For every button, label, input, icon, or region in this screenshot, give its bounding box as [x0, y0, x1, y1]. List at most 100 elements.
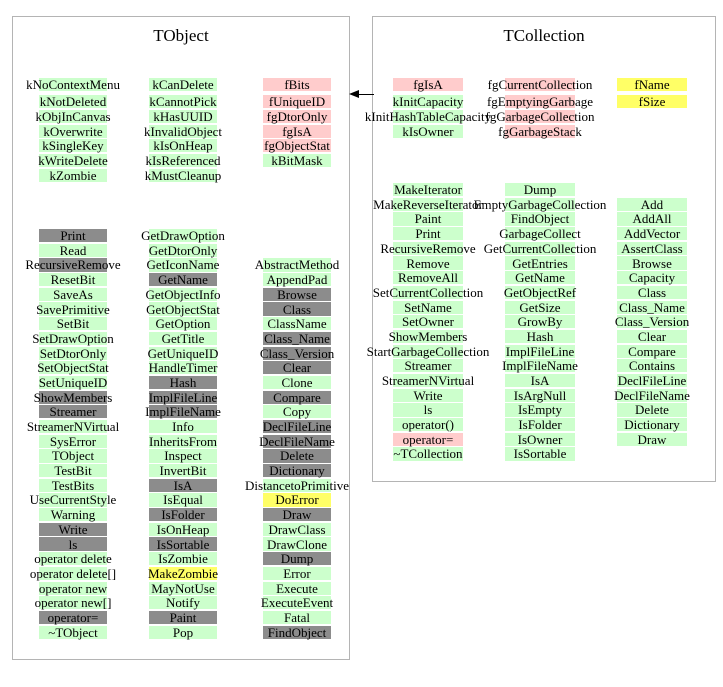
- member-cell[interactable]: kWriteDelete: [38, 153, 108, 168]
- member-cell[interactable]: IsZombie: [149, 552, 217, 566]
- member-cell[interactable]: kIsOnHeap: [149, 139, 217, 153]
- member-cell[interactable]: DeclFileLine: [263, 419, 331, 434]
- member-cell[interactable]: GetOption: [149, 317, 217, 331]
- member-cell[interactable]: GrowBy: [505, 315, 575, 329]
- member-cell[interactable]: IsEqual: [149, 493, 217, 507]
- member-cell[interactable]: GetDtorOnly: [149, 243, 217, 257]
- member-cell[interactable]: ~TCollection: [393, 447, 463, 461]
- member-cell[interactable]: GetName: [149, 273, 217, 287]
- member-cell[interactable]: ImplFileLine: [505, 344, 575, 358]
- member-cell[interactable]: Execute: [263, 581, 331, 595]
- member-cell[interactable]: ShowMembers: [34, 390, 112, 404]
- member-cell[interactable]: StartGarbageCollection: [367, 344, 489, 358]
- member-cell[interactable]: GetObjectRef: [504, 285, 576, 299]
- member-cell[interactable]: Draw: [617, 432, 687, 446]
- member-cell[interactable]: ResetBit: [39, 273, 107, 287]
- member-cell[interactable]: RecursiveRemove: [25, 258, 121, 272]
- member-cell[interactable]: SysError: [39, 434, 107, 448]
- member-cell[interactable]: fUniqueID: [263, 95, 331, 109]
- member-cell[interactable]: DeclFileLine: [617, 373, 687, 388]
- member-cell[interactable]: IsFolder: [149, 508, 217, 522]
- member-cell[interactable]: kObjInCanvas: [35, 109, 111, 124]
- member-cell[interactable]: kCannotPick: [149, 95, 217, 109]
- member-cell[interactable]: IsFolder: [505, 418, 575, 432]
- member-cell[interactable]: GetObjectStat: [146, 302, 220, 316]
- member-cell[interactable]: kOverwrite: [39, 124, 107, 138]
- member-cell[interactable]: DeclFileName: [259, 434, 335, 448]
- member-cell[interactable]: SetUniqueID: [39, 375, 107, 390]
- member-cell[interactable]: Pop: [149, 625, 217, 639]
- member-cell[interactable]: Warning: [39, 508, 107, 522]
- member-cell[interactable]: kNoContextMenu: [26, 78, 120, 92]
- member-cell[interactable]: fName: [617, 78, 687, 92]
- member-cell[interactable]: Dictionary: [617, 418, 687, 432]
- member-cell[interactable]: DrawClone: [263, 537, 331, 551]
- member-cell[interactable]: Paint: [393, 212, 463, 226]
- member-cell[interactable]: Class_Version: [615, 315, 689, 329]
- member-cell[interactable]: operator new[]: [35, 596, 111, 610]
- member-cell[interactable]: GetSize: [505, 300, 575, 314]
- member-cell[interactable]: FindObject: [505, 212, 575, 226]
- member-cell[interactable]: Print: [393, 227, 463, 241]
- member-cell[interactable]: SetObjectStat: [37, 361, 109, 375]
- member-cell[interactable]: TestBit: [39, 464, 107, 478]
- member-cell[interactable]: Notify: [149, 596, 217, 610]
- member-cell[interactable]: ~TObject: [39, 625, 107, 639]
- member-cell[interactable]: SetDtorOnly: [39, 346, 107, 360]
- member-cell[interactable]: ImplFileLine: [149, 390, 217, 404]
- member-cell[interactable]: Hash: [505, 329, 575, 344]
- member-cell[interactable]: DrawClass: [263, 522, 331, 536]
- member-cell[interactable]: IsSortable: [149, 537, 217, 551]
- member-cell[interactable]: kIsOwner: [393, 124, 463, 138]
- member-cell[interactable]: fBits: [263, 78, 331, 92]
- member-cell[interactable]: Class: [263, 302, 331, 316]
- member-cell[interactable]: Class: [617, 285, 687, 299]
- member-cell[interactable]: Print: [39, 229, 107, 243]
- member-cell[interactable]: IsOwner: [505, 432, 575, 446]
- member-cell[interactable]: fSize: [617, 95, 687, 109]
- member-cell[interactable]: SaveAs: [39, 287, 107, 301]
- member-cell[interactable]: fgEmptyingGarbage: [487, 95, 593, 109]
- member-cell[interactable]: fgCurrentCollection: [488, 78, 592, 92]
- member-cell[interactable]: operator delete[]: [30, 566, 116, 580]
- member-cell[interactable]: GarbageCollect: [499, 227, 581, 241]
- member-cell[interactable]: Delete: [617, 403, 687, 417]
- member-cell[interactable]: IsSortable: [505, 447, 575, 461]
- member-cell[interactable]: operator(): [393, 418, 463, 432]
- member-cell[interactable]: GetEntries: [505, 256, 575, 270]
- member-cell[interactable]: SetCurrentCollection: [373, 285, 483, 299]
- member-cell[interactable]: ShowMembers: [389, 329, 467, 344]
- member-cell[interactable]: ImplFileName: [502, 359, 578, 373]
- member-cell[interactable]: kNotDeleted: [39, 95, 107, 109]
- member-cell[interactable]: MayNotUse: [149, 581, 217, 595]
- member-cell[interactable]: MakeZombie: [148, 566, 218, 580]
- member-cell[interactable]: SetOwner: [393, 315, 463, 329]
- member-cell[interactable]: Paint: [149, 610, 217, 625]
- member-cell[interactable]: RemoveAll: [393, 271, 463, 285]
- member-cell[interactable]: Hash: [149, 375, 217, 390]
- member-cell[interactable]: UseCurrentStyle: [30, 493, 116, 507]
- member-cell[interactable]: fgGarbageStack: [498, 124, 582, 138]
- member-cell[interactable]: fgIsA: [263, 124, 331, 138]
- member-cell[interactable]: fgIsA: [393, 78, 463, 92]
- member-cell[interactable]: operator=: [39, 610, 107, 625]
- member-cell[interactable]: IsArgNull: [505, 388, 575, 402]
- member-cell[interactable]: SavePrimitive: [36, 302, 110, 316]
- member-cell[interactable]: Error: [263, 566, 331, 581]
- member-cell[interactable]: Browse: [263, 287, 331, 301]
- member-cell[interactable]: ls: [39, 537, 107, 551]
- member-cell[interactable]: AbstractMethod: [255, 258, 339, 272]
- member-cell[interactable]: fgGarbageCollection: [486, 109, 595, 124]
- member-cell[interactable]: Streamer: [39, 405, 107, 419]
- member-cell[interactable]: Clone: [263, 375, 331, 390]
- member-cell[interactable]: Class_Name: [263, 331, 331, 346]
- member-cell[interactable]: Write: [393, 388, 463, 402]
- member-cell[interactable]: FindObject: [263, 625, 331, 639]
- member-cell[interactable]: AddVector: [617, 227, 687, 241]
- member-cell[interactable]: Compare: [617, 344, 687, 358]
- member-cell[interactable]: GetCurrentCollection: [484, 241, 596, 255]
- member-cell[interactable]: GetObjectInfo: [145, 287, 221, 301]
- member-cell[interactable]: IsA: [149, 478, 217, 492]
- member-cell[interactable]: kIsReferenced: [145, 153, 221, 168]
- member-cell[interactable]: ls: [393, 403, 463, 417]
